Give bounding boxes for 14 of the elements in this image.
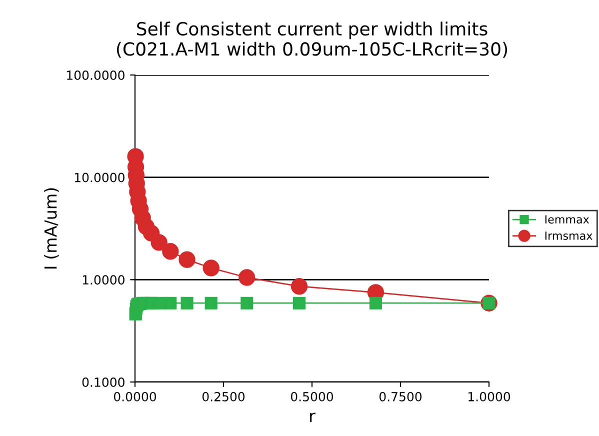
- y-tick-label: 0.1000: [82, 377, 124, 387]
- x-tick-label: 0.2500: [202, 392, 245, 402]
- legend-label: Iemmax: [545, 215, 590, 224]
- y-tick-label: 10.0000: [74, 172, 124, 182]
- x-tick-label: 0.5000: [290, 392, 334, 402]
- y-tick-label: 1.0000: [82, 275, 124, 285]
- x-tick-label: 1.0000: [468, 392, 510, 402]
- y-tick-label: 100.0000: [67, 70, 124, 80]
- x-axis-title: r: [310, 412, 316, 422]
- x-tick-label: 0.0000: [114, 392, 156, 402]
- legend-label: Irmsmax: [545, 232, 592, 240]
- x-tick-label: 0.7500: [379, 392, 422, 402]
- y-axis-title: I (mA/um): [44, 188, 59, 268]
- chart-title: Self Consistent current per width limits (C021.A-M1 width 0.09um-105C-LRcrit=30): [116, 22, 508, 58]
